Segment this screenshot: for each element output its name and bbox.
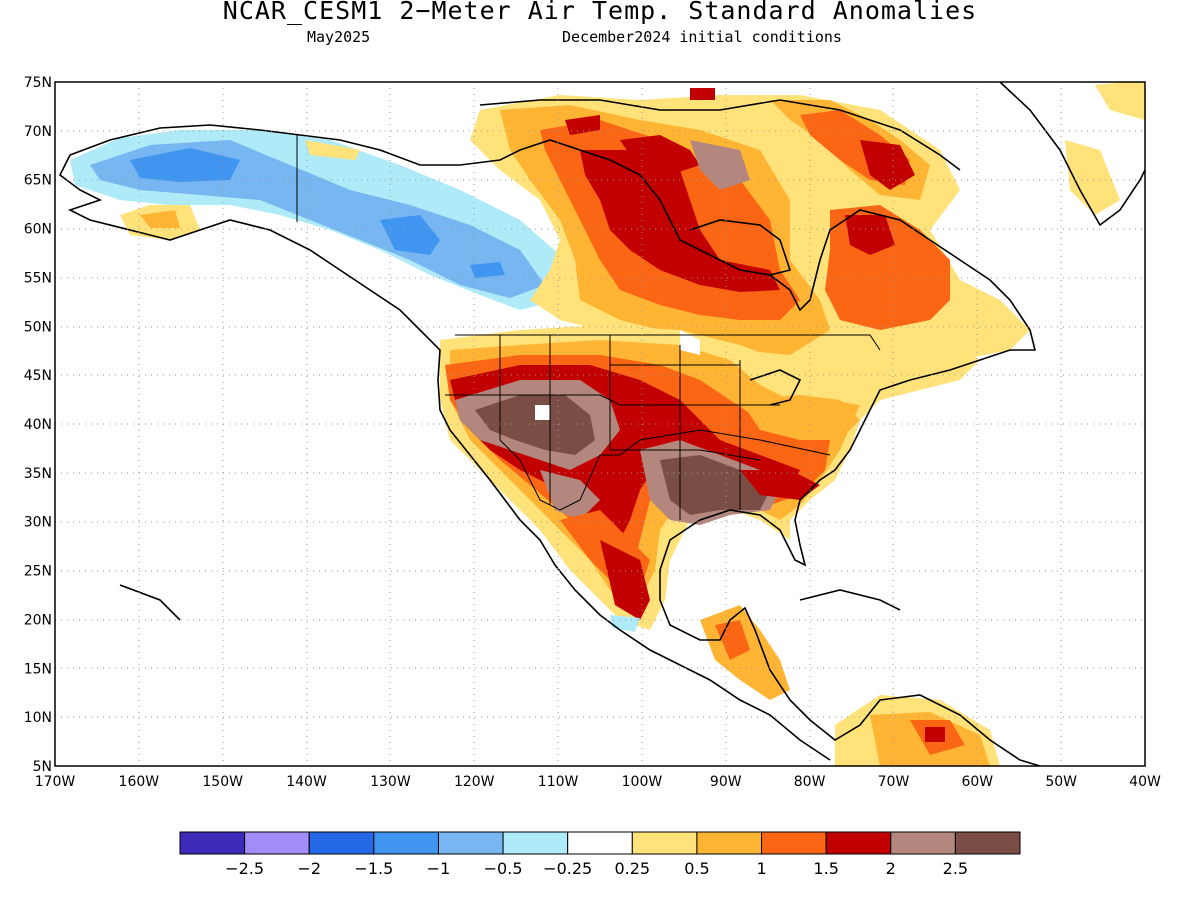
lat-label: 55N bbox=[24, 270, 52, 286]
colorbar-swatch bbox=[825, 831, 892, 855]
colorbar-label: 2 bbox=[886, 859, 896, 878]
lat-label: 75N bbox=[24, 75, 52, 91]
lat-label: 35N bbox=[24, 466, 52, 482]
colorbar-label: 1.5 bbox=[813, 859, 838, 878]
lon-label: 70W bbox=[878, 774, 910, 790]
lat-label: 70N bbox=[24, 124, 52, 140]
colorbar-label: 2.5 bbox=[943, 859, 968, 878]
colorbar-swatch bbox=[308, 831, 375, 855]
colorbar-swatch bbox=[761, 831, 827, 855]
colorbar bbox=[179, 831, 1021, 855]
lon-label: 50W bbox=[1045, 774, 1077, 790]
colorbar-swatch bbox=[244, 831, 310, 855]
init-conditions-label: December2024 initial conditions bbox=[562, 28, 842, 46]
lon-label: 100W bbox=[622, 774, 663, 790]
longitude-labels: 170W 160W 150W 140W 130W 120W 110W 100W 90W 80W 70… bbox=[35, 774, 1161, 790]
colorbar-label: −0.5 bbox=[484, 859, 523, 878]
state-borders bbox=[296, 135, 881, 520]
colorbar-label: −1.5 bbox=[354, 859, 393, 878]
colorbar-label: 0.5 bbox=[684, 859, 709, 878]
colorbar-label: 0.25 bbox=[614, 859, 650, 878]
colorbar-label: −2 bbox=[297, 859, 321, 878]
lon-label: 60W bbox=[961, 774, 993, 790]
lon-label: 150W bbox=[202, 774, 243, 790]
lat-label: 25N bbox=[24, 564, 52, 580]
lon-label: 80W bbox=[794, 774, 826, 790]
lon-label: 140W bbox=[286, 774, 327, 790]
lon-label: 90W bbox=[710, 774, 742, 790]
lat-label: 10N bbox=[24, 710, 52, 726]
valid-month-label: May2025 bbox=[307, 28, 371, 46]
lon-label: 130W bbox=[370, 774, 411, 790]
lat-label: 40N bbox=[24, 417, 52, 433]
lat-label: 60N bbox=[24, 222, 52, 238]
lat-label: 30N bbox=[24, 515, 52, 531]
lon-label: 110W bbox=[538, 774, 579, 790]
colorbar-swatch bbox=[567, 831, 633, 855]
colorbar-swatch bbox=[502, 831, 569, 855]
map-frame bbox=[54, 81, 1146, 767]
lat-label: 5N bbox=[33, 759, 52, 775]
colorbar-swatch bbox=[179, 831, 246, 855]
lon-label: 160W bbox=[119, 774, 160, 790]
colorbar-label: −2.5 bbox=[225, 859, 264, 878]
map-title: NCAR_CESM1 2−Meter Air Temp. Standard An… bbox=[222, 0, 978, 25]
colorbar-label: 1 bbox=[756, 859, 766, 878]
colorbar-swatch bbox=[890, 831, 956, 855]
colorbar-swatch bbox=[631, 831, 698, 855]
anomaly-fields bbox=[55, 82, 1145, 766]
colorbar-swatch bbox=[696, 831, 763, 855]
colorbar-labels: −2.5 −2 −1.5 −1 −0.5 −0.25 0.25 0.5 1 1.5 2 2.5 bbox=[225, 859, 968, 878]
colorbar-swatch bbox=[373, 831, 439, 855]
lon-label: 170W bbox=[35, 774, 76, 790]
lat-label: 65N bbox=[24, 173, 52, 189]
coastlines bbox=[58, 82, 1145, 766]
colorbar-swatch bbox=[437, 831, 504, 855]
lon-label: 120W bbox=[454, 774, 495, 790]
latitude-labels: 75N 70N 65N 60N 55N 50N 45N 40N 35N 30N 25N 20N 15N 1… bbox=[24, 75, 52, 775]
lon-label: 40W bbox=[1129, 774, 1161, 790]
lat-label: 20N bbox=[24, 612, 52, 628]
colorbar-label: −1 bbox=[427, 859, 451, 878]
lat-label: 45N bbox=[24, 368, 52, 384]
lat-label: 50N bbox=[24, 319, 52, 335]
lat-label: 15N bbox=[24, 661, 52, 677]
graticule bbox=[55, 82, 1145, 766]
colorbar-swatch bbox=[954, 831, 1021, 855]
colorbar-label: −0.25 bbox=[543, 859, 592, 878]
